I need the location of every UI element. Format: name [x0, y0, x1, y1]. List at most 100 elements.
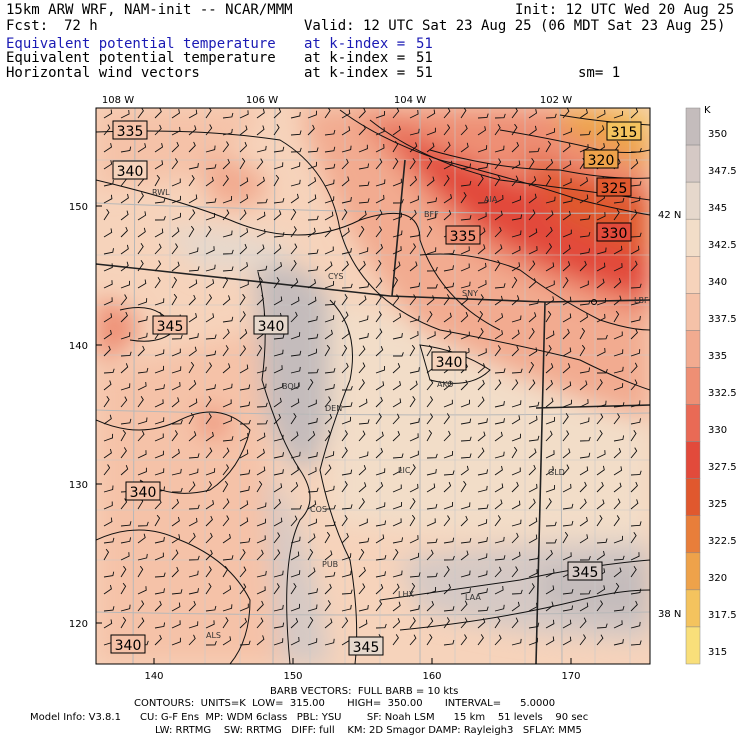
wind-barb	[511, 214, 523, 221]
wind-barb	[392, 333, 403, 340]
wind-barb	[477, 396, 485, 408]
wind-barb	[188, 468, 199, 476]
wind-barb	[375, 571, 386, 578]
wind-barb	[222, 585, 232, 595]
wind-barb	[528, 517, 538, 527]
wind-barb	[426, 468, 437, 476]
wind-barb	[341, 145, 352, 153]
wind-barb	[528, 448, 537, 459]
wind-barb	[443, 537, 455, 544]
wind-barb	[494, 295, 503, 306]
wind-barb	[426, 549, 434, 561]
wind-barb	[341, 208, 348, 221]
wind-barb	[579, 327, 586, 340]
wind-barb	[579, 130, 591, 136]
wind-barb	[341, 283, 353, 289]
wind-barb	[290, 582, 297, 595]
wind-barb	[239, 311, 246, 323]
wind-barb	[324, 163, 336, 170]
wind-barb	[171, 276, 178, 289]
wind-barb	[103, 606, 115, 612]
wind-barb	[171, 487, 183, 493]
wind-barb	[239, 280, 249, 289]
wind-barb	[375, 127, 385, 136]
wind-barb	[494, 124, 501, 136]
wind-barb	[562, 328, 570, 340]
wind-barb	[273, 452, 284, 459]
wind-barb	[324, 329, 333, 340]
wind-barb	[256, 228, 266, 238]
wind-barb	[290, 382, 300, 391]
wind-barb	[528, 328, 535, 340]
wind-barb	[103, 194, 113, 204]
wind-barb	[613, 413, 621, 425]
wind-barb	[426, 396, 434, 408]
wind-barb	[273, 162, 284, 170]
wind-barb	[205, 362, 213, 374]
wind-barb	[103, 109, 113, 119]
wind-barb	[545, 538, 557, 544]
wind-barb	[137, 279, 147, 289]
wind-barb	[205, 583, 212, 595]
wind-barb	[154, 588, 165, 595]
wind-barb	[511, 379, 519, 391]
wind-barb	[409, 344, 416, 357]
wind-barb	[324, 521, 336, 527]
wind-barb	[613, 310, 620, 323]
wind-barb	[528, 622, 540, 629]
lon-label-104w: 104 W	[394, 95, 426, 106]
wind-barb	[137, 298, 148, 306]
wind-barb	[596, 262, 606, 272]
wind-barb	[375, 584, 384, 595]
wind-barb	[477, 504, 489, 510]
wind-barb	[358, 225, 365, 238]
wind-barb	[409, 231, 421, 238]
colorbar-level-label: 332.5	[708, 388, 737, 399]
wind-barb	[494, 634, 502, 646]
wind-barb	[358, 362, 366, 374]
wind-barb	[222, 345, 229, 357]
wind-barb	[494, 418, 505, 425]
wind-barb	[290, 465, 299, 476]
wind-barb	[562, 464, 570, 476]
wind-barb	[426, 266, 438, 272]
wind-barb	[426, 572, 438, 578]
wind-barb	[103, 501, 113, 510]
wind-barb	[562, 261, 571, 272]
city-ako: AKO	[437, 380, 454, 389]
wind-barb	[443, 555, 455, 561]
wind-barb	[443, 380, 452, 391]
wind-barb	[375, 294, 382, 306]
wind-barb	[528, 312, 537, 323]
wind-barb	[307, 604, 318, 612]
wind-barb	[273, 498, 282, 510]
colorbar-level-label: 340	[708, 276, 728, 288]
colorbar-swatch	[685, 441, 701, 479]
city-laa: LAA	[465, 593, 481, 602]
wind-barb	[341, 617, 349, 629]
wind-barb	[171, 468, 182, 476]
wind-barb	[256, 419, 268, 425]
wind-barb	[222, 363, 231, 374]
wind-barb	[630, 640, 642, 646]
wind-barb	[341, 260, 349, 272]
wind-barb	[358, 518, 368, 527]
wind-barb	[477, 348, 487, 357]
city-cos: COS	[310, 505, 327, 514]
wind-barb	[341, 362, 349, 374]
wind-barb	[222, 447, 230, 459]
wind-barb	[324, 531, 331, 544]
wind-barb	[630, 298, 641, 306]
wind-barb	[154, 365, 164, 374]
wind-barb	[528, 228, 538, 238]
wind-barb	[120, 193, 129, 204]
wind-barb	[545, 210, 554, 221]
wind-barb	[443, 501, 454, 510]
lon-label-108w: 108 W	[102, 95, 134, 106]
wind-barb	[120, 396, 128, 408]
wind-barb	[222, 295, 231, 306]
wind-barb	[171, 637, 181, 646]
wind-barb	[460, 124, 468, 136]
wind-barb	[528, 246, 538, 255]
wind-barb	[545, 310, 552, 323]
